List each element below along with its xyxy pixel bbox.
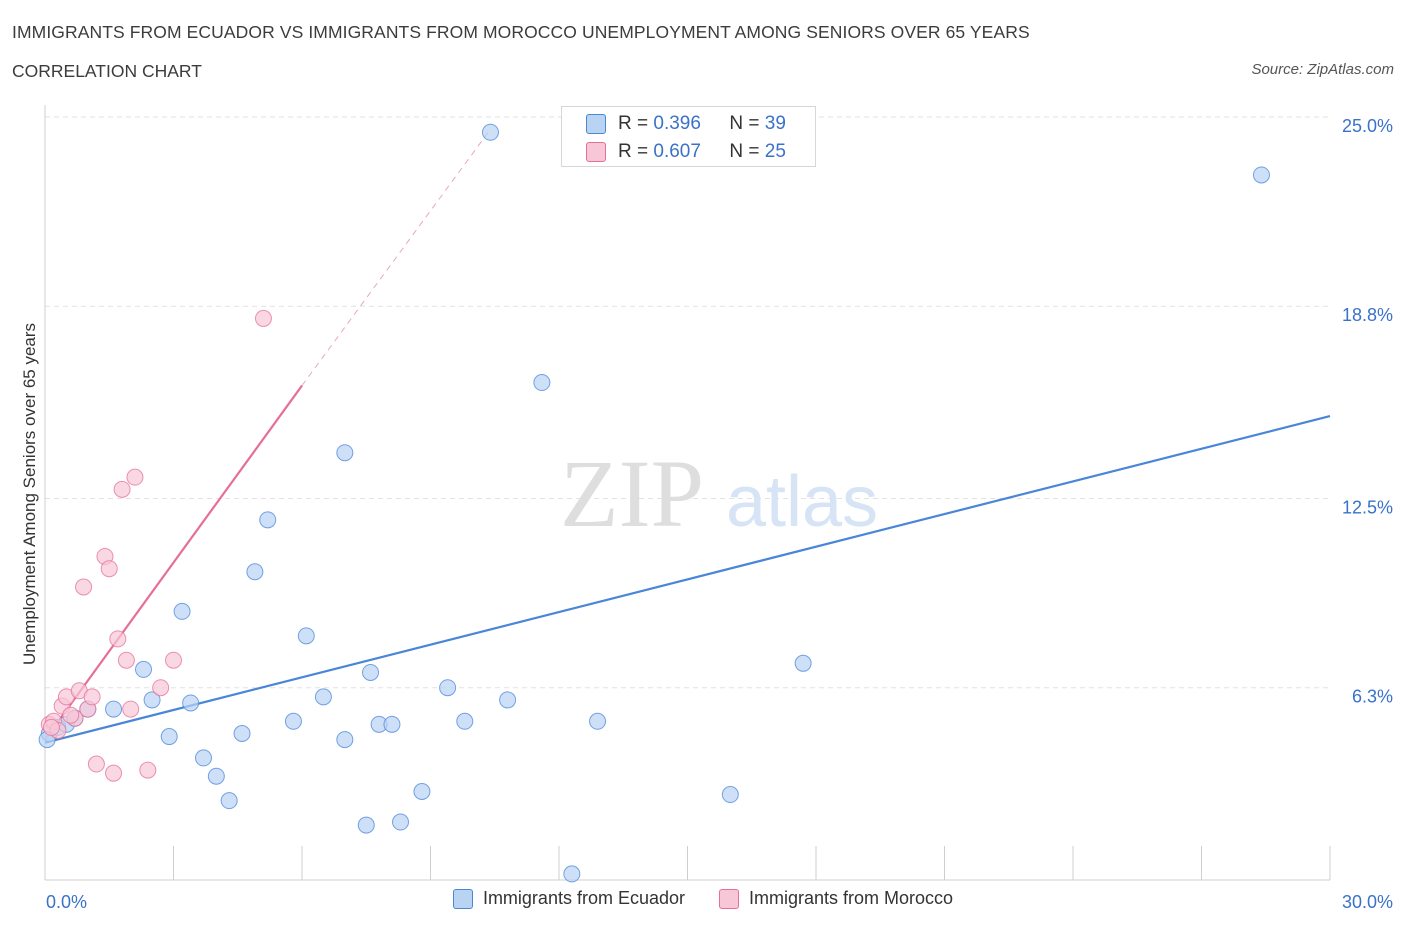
ecuador-swatch bbox=[586, 114, 606, 134]
stats-legend: R = 0.396 N = 39 R = 0.607 N = 25 bbox=[561, 106, 816, 167]
legend-swatch-morocco bbox=[719, 888, 739, 909]
source-credit: Source: ZipAtlas.com bbox=[1251, 61, 1394, 78]
ecuador-point bbox=[259, 511, 277, 529]
n-value: 39 bbox=[764, 113, 786, 134]
morocco-point bbox=[105, 764, 123, 782]
morocco-point bbox=[165, 651, 182, 669]
ecuador-point bbox=[439, 679, 457, 697]
x-tick-label: 30.0% bbox=[1342, 892, 1393, 912]
morocco-point bbox=[83, 688, 101, 706]
y-tick-label: 18.8% bbox=[1342, 305, 1393, 325]
ecuador-point bbox=[173, 602, 191, 620]
trendlines bbox=[44, 128, 1331, 744]
morocco-point bbox=[139, 761, 157, 779]
ecuador-point bbox=[721, 786, 739, 804]
series-legend: Immigrants from Ecuador Immigrants from … bbox=[0, 888, 1406, 909]
watermark: ZIP atlas bbox=[560, 440, 878, 547]
ecuador-point bbox=[392, 813, 410, 831]
x-tick-label: 0.0% bbox=[46, 892, 87, 912]
morocco-point bbox=[152, 679, 170, 697]
ecuador-point bbox=[336, 731, 354, 749]
ecuador-point bbox=[499, 691, 517, 709]
ecuador-trendline bbox=[44, 415, 1331, 744]
y-tick-label: 12.5% bbox=[1342, 498, 1393, 518]
morocco-trendline-extension bbox=[301, 128, 491, 386]
ecuador-point bbox=[481, 123, 499, 141]
ecuador-point bbox=[143, 691, 161, 709]
legend-label-ecuador: Immigrants from Ecuador bbox=[482, 888, 685, 908]
n-value: 25 bbox=[764, 141, 786, 162]
y-axis-label: Unemployment Among Seniors over 65 years bbox=[20, 323, 39, 665]
data-points bbox=[38, 123, 1270, 883]
morocco-point bbox=[87, 755, 105, 773]
ecuador-point bbox=[233, 725, 251, 743]
morocco-point bbox=[42, 718, 60, 736]
gridlines bbox=[45, 116, 1330, 689]
morocco-point bbox=[254, 309, 272, 327]
ecuador-point bbox=[383, 715, 401, 733]
r-value: 0.396 bbox=[653, 113, 701, 134]
y-tick-label: 6.3% bbox=[1352, 687, 1393, 707]
morocco-point bbox=[122, 700, 140, 718]
morocco-trendline bbox=[44, 384, 303, 741]
legend-label-morocco: Immigrants from Morocco bbox=[749, 888, 954, 908]
n-label: N = bbox=[729, 141, 765, 162]
ecuador-point bbox=[357, 816, 375, 834]
morocco-point bbox=[109, 630, 127, 648]
axes bbox=[44, 105, 1331, 881]
morocco-point bbox=[126, 468, 144, 486]
ecuador-point bbox=[220, 792, 238, 810]
ecuador-point bbox=[284, 712, 302, 730]
legend-item-ecuador[interactable]: Immigrants from Ecuador bbox=[452, 888, 685, 909]
morocco-point bbox=[62, 706, 80, 724]
ecuador-point bbox=[794, 654, 812, 672]
ecuador-point bbox=[135, 660, 153, 678]
tick-labels: 6.3% 12.5% 18.8% 25.0% 0.0% 30.0% bbox=[46, 116, 1393, 912]
r-value: 0.607 bbox=[653, 141, 701, 162]
ecuador-point bbox=[314, 688, 332, 706]
morocco-swatch bbox=[586, 142, 606, 162]
ecuador-point bbox=[246, 563, 264, 581]
stats-row-ecuador: R = 0.396 N = 39 bbox=[586, 112, 786, 136]
y-tick-label: 25.0% bbox=[1342, 116, 1393, 136]
ecuador-point bbox=[1252, 166, 1270, 184]
ecuador-point bbox=[563, 865, 581, 883]
n-label: N = bbox=[729, 113, 765, 134]
r-label: R = bbox=[618, 113, 654, 134]
chart-title: IMMIGRANTS FROM ECUADOR VS IMMIGRANTS FR… bbox=[12, 22, 1030, 42]
legend-swatch-ecuador bbox=[452, 888, 473, 909]
ecuador-point bbox=[533, 374, 551, 392]
morocco-point bbox=[100, 560, 118, 578]
ecuador-point bbox=[160, 728, 178, 746]
ecuador-point bbox=[207, 767, 225, 785]
morocco-point bbox=[113, 480, 131, 498]
chart-subtitle: CORRELATION CHART bbox=[12, 61, 202, 81]
ecuador-point bbox=[182, 694, 200, 712]
ecuador-point bbox=[297, 627, 315, 645]
ecuador-point bbox=[589, 712, 607, 730]
ecuador-point bbox=[456, 712, 474, 730]
watermark-atlas: atlas bbox=[726, 462, 878, 542]
watermark-zip: ZIP bbox=[560, 440, 704, 547]
ecuador-point bbox=[105, 700, 123, 718]
legend-item-morocco[interactable]: Immigrants from Morocco bbox=[719, 888, 953, 909]
ecuador-point bbox=[362, 663, 380, 681]
morocco-point bbox=[117, 651, 135, 669]
ecuador-point bbox=[336, 444, 354, 462]
ecuador-point bbox=[413, 782, 431, 800]
r-label: R = bbox=[618, 141, 654, 162]
ecuador-point bbox=[194, 749, 212, 767]
stats-row-morocco: R = 0.607 N = 25 bbox=[586, 140, 786, 164]
morocco-point bbox=[75, 578, 93, 596]
